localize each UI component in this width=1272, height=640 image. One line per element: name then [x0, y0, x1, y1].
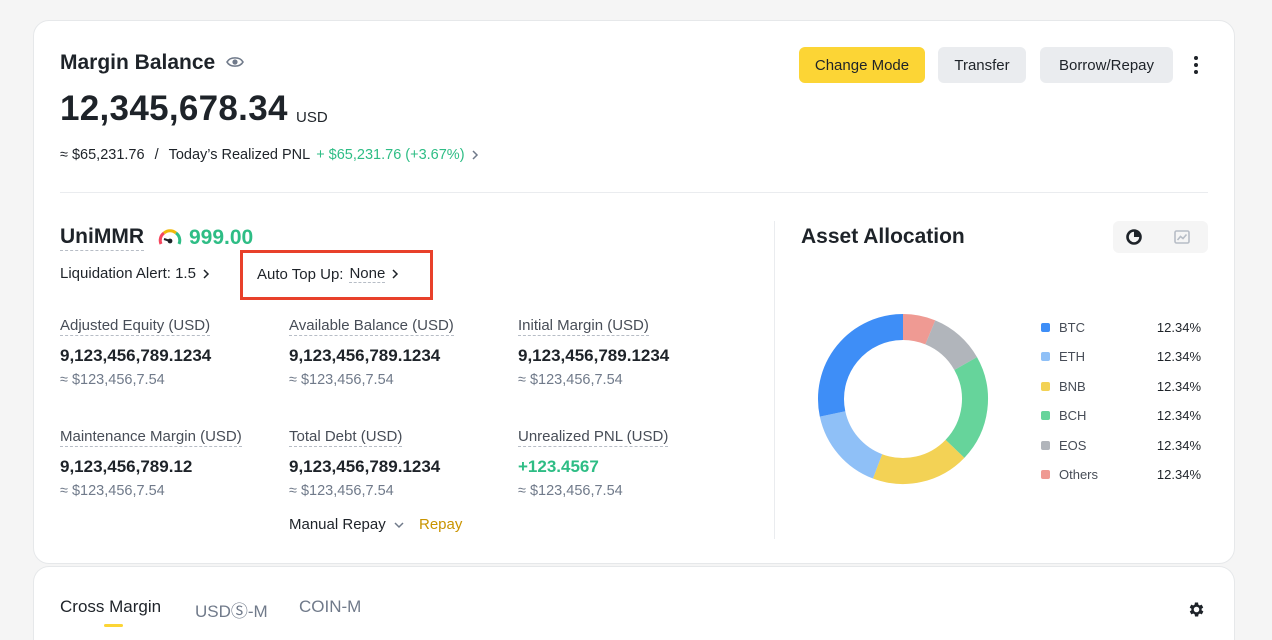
legend-name: BTC [1059, 319, 1085, 335]
unimmr-label[interactable]: UniMMR [60, 225, 144, 251]
metric-label[interactable]: Unrealized PNL (USD) [518, 428, 669, 447]
metric-available-balance: Available Balance (USD) 9,123,456,789.12… [289, 317, 509, 388]
eye-icon[interactable] [226, 55, 244, 69]
asset-allocation-title: Asset Allocation [801, 225, 965, 248]
margin-type-tabs: Cross Margin USDⓈ-M COIN-M [33, 566, 1235, 640]
margin-balance-card: Margin Balance 12,345,678.34 USD ≈ $65,2… [33, 20, 1235, 564]
margin-balance-title: Margin Balance [60, 51, 216, 74]
metric-label[interactable]: Adjusted Equity (USD) [60, 317, 211, 336]
borrow-repay-button[interactable]: Borrow/Repay [1040, 47, 1173, 83]
donut-segment-others[interactable] [902, 314, 936, 345]
manual-repay-label: Manual Repay [289, 516, 386, 533]
legend-item: BNB 12.34% [1041, 376, 1201, 396]
asset-allocation-donut [818, 314, 988, 484]
metric-label[interactable]: Maintenance Margin (USD) [60, 428, 242, 447]
metric-initial-margin: Initial Margin (USD) 9,123,456,789.1234 … [518, 317, 738, 388]
metric-approx: ≈ $123,456,7.54 [518, 483, 623, 499]
metric-label[interactable]: Initial Margin (USD) [518, 317, 649, 336]
legend-item: Others 12.34% [1041, 464, 1201, 484]
tab-coin-m[interactable]: COIN-M [299, 597, 362, 616]
auto-topup-label: Auto Top Up: [257, 265, 344, 283]
balance-subline: ≈ $65,231.76 / Today’s Realized PNL + $6… [60, 147, 479, 163]
pie-chart-icon[interactable] [1125, 228, 1143, 246]
legend-pct: 12.34% [1156, 378, 1201, 394]
legend-item: EOS 12.34% [1041, 435, 1201, 455]
metric-value: 9,123,456,789.1234 [60, 346, 212, 365]
legend-name: EOS [1059, 437, 1087, 453]
margin-balance-unit: USD [296, 109, 328, 126]
divider-vertical [774, 221, 775, 539]
legend-name: BCH [1059, 407, 1087, 423]
tab-cross-margin[interactable]: Cross Margin [60, 597, 162, 616]
metric-value: 9,123,456,789.1234 [518, 346, 670, 365]
gear-icon[interactable] [1187, 600, 1206, 619]
legend-pct: 12.34% [1156, 348, 1201, 364]
legend-swatch [1041, 381, 1050, 391]
legend-pct: 12.34% [1156, 319, 1201, 335]
tab-usds-m[interactable]: USDⓈ-M [195, 602, 268, 621]
donut-segment-btc[interactable] [818, 314, 904, 417]
metric-approx: ≈ $123,456,7.54 [60, 483, 165, 499]
margin-balance-value: 12,345,678.34 [60, 89, 288, 128]
metric-value: 9,123,456,789.1234 [289, 346, 441, 365]
divider [60, 192, 1208, 193]
metric-total-debt: Total Debt (USD) 9,123,456,789.1234 ≈ $1… [289, 428, 509, 499]
legend-swatch [1041, 469, 1050, 479]
auto-topup[interactable]: Auto Top Up: None [257, 265, 399, 283]
legend-item: BCH 12.34% [1041, 405, 1201, 425]
chevron-down-icon [394, 521, 404, 528]
metric-approx: ≈ $123,456,7.54 [60, 372, 165, 388]
legend-item: BTC 12.34% [1041, 317, 1201, 337]
legend-swatch [1041, 351, 1050, 361]
change-mode-button[interactable]: Change Mode [799, 47, 925, 83]
balance-approx: ≈ $65,231.76 [60, 147, 145, 163]
legend-pct: 12.34% [1156, 466, 1201, 482]
metric-label[interactable]: Available Balance (USD) [289, 317, 454, 336]
legend-pct: 12.34% [1156, 437, 1201, 453]
donut-segment-bnb[interactable] [872, 439, 965, 484]
donut-segment-eos[interactable] [924, 320, 978, 371]
legend-swatch [1041, 410, 1050, 420]
auto-topup-highlight [240, 250, 433, 300]
unimmr-value: 999.00 [189, 226, 254, 249]
separator: / [154, 147, 159, 163]
metric-approx: ≈ $123,456,7.54 [289, 483, 394, 499]
metric-value: 9,123,456,789.12 [60, 457, 193, 476]
chevron-right-icon[interactable] [471, 150, 479, 160]
more-vertical-icon[interactable] [1188, 53, 1204, 77]
metric-approx: ≈ $123,456,7.54 [289, 372, 394, 388]
gauge-icon [158, 229, 182, 245]
chevron-right-icon [392, 269, 399, 279]
donut-segment-eth[interactable] [819, 410, 883, 479]
auto-topup-value: None [349, 265, 386, 283]
legend-swatch [1041, 440, 1050, 450]
metric-value: +123.4567 [518, 457, 599, 476]
liquidation-alert-label: Liquidation Alert: 1.5 [60, 265, 196, 282]
metric-approx: ≈ $123,456,7.54 [518, 372, 623, 388]
metric-value: 9,123,456,789.1234 [289, 457, 441, 476]
metric-maintenance-margin: Maintenance Margin (USD) 9,123,456,789.1… [60, 428, 280, 499]
chevron-right-icon [203, 268, 209, 279]
legend-name: BNB [1059, 378, 1086, 394]
metric-label[interactable]: Total Debt (USD) [289, 428, 403, 447]
active-tab-indicator [104, 624, 123, 627]
chart-view-toggle [1113, 221, 1208, 253]
legend-name: ETH [1059, 348, 1085, 364]
metric-adjusted-equity: Adjusted Equity (USD) 9,123,456,789.1234… [60, 317, 280, 388]
liquidation-alert[interactable]: Liquidation Alert: 1.5 [60, 265, 210, 282]
pnl-label: Today’s Realized PNL [168, 147, 311, 163]
transfer-button[interactable]: Transfer [938, 47, 1026, 83]
line-chart-icon[interactable] [1173, 229, 1191, 245]
legend-item: ETH 12.34% [1041, 346, 1201, 366]
legend-name: Others [1059, 466, 1099, 482]
pnl-value[interactable]: + $65,231.76 (+3.67%) [316, 147, 465, 163]
legend-pct: 12.34% [1156, 407, 1201, 423]
donut-segment-bch[interactable] [945, 357, 988, 458]
legend-swatch [1041, 322, 1050, 332]
repay-link[interactable]: Repay [419, 516, 463, 533]
manual-repay-dropdown[interactable]: Manual Repay [289, 516, 404, 533]
metric-unrealized-pnl: Unrealized PNL (USD) +123.4567 ≈ $123,45… [518, 428, 738, 499]
